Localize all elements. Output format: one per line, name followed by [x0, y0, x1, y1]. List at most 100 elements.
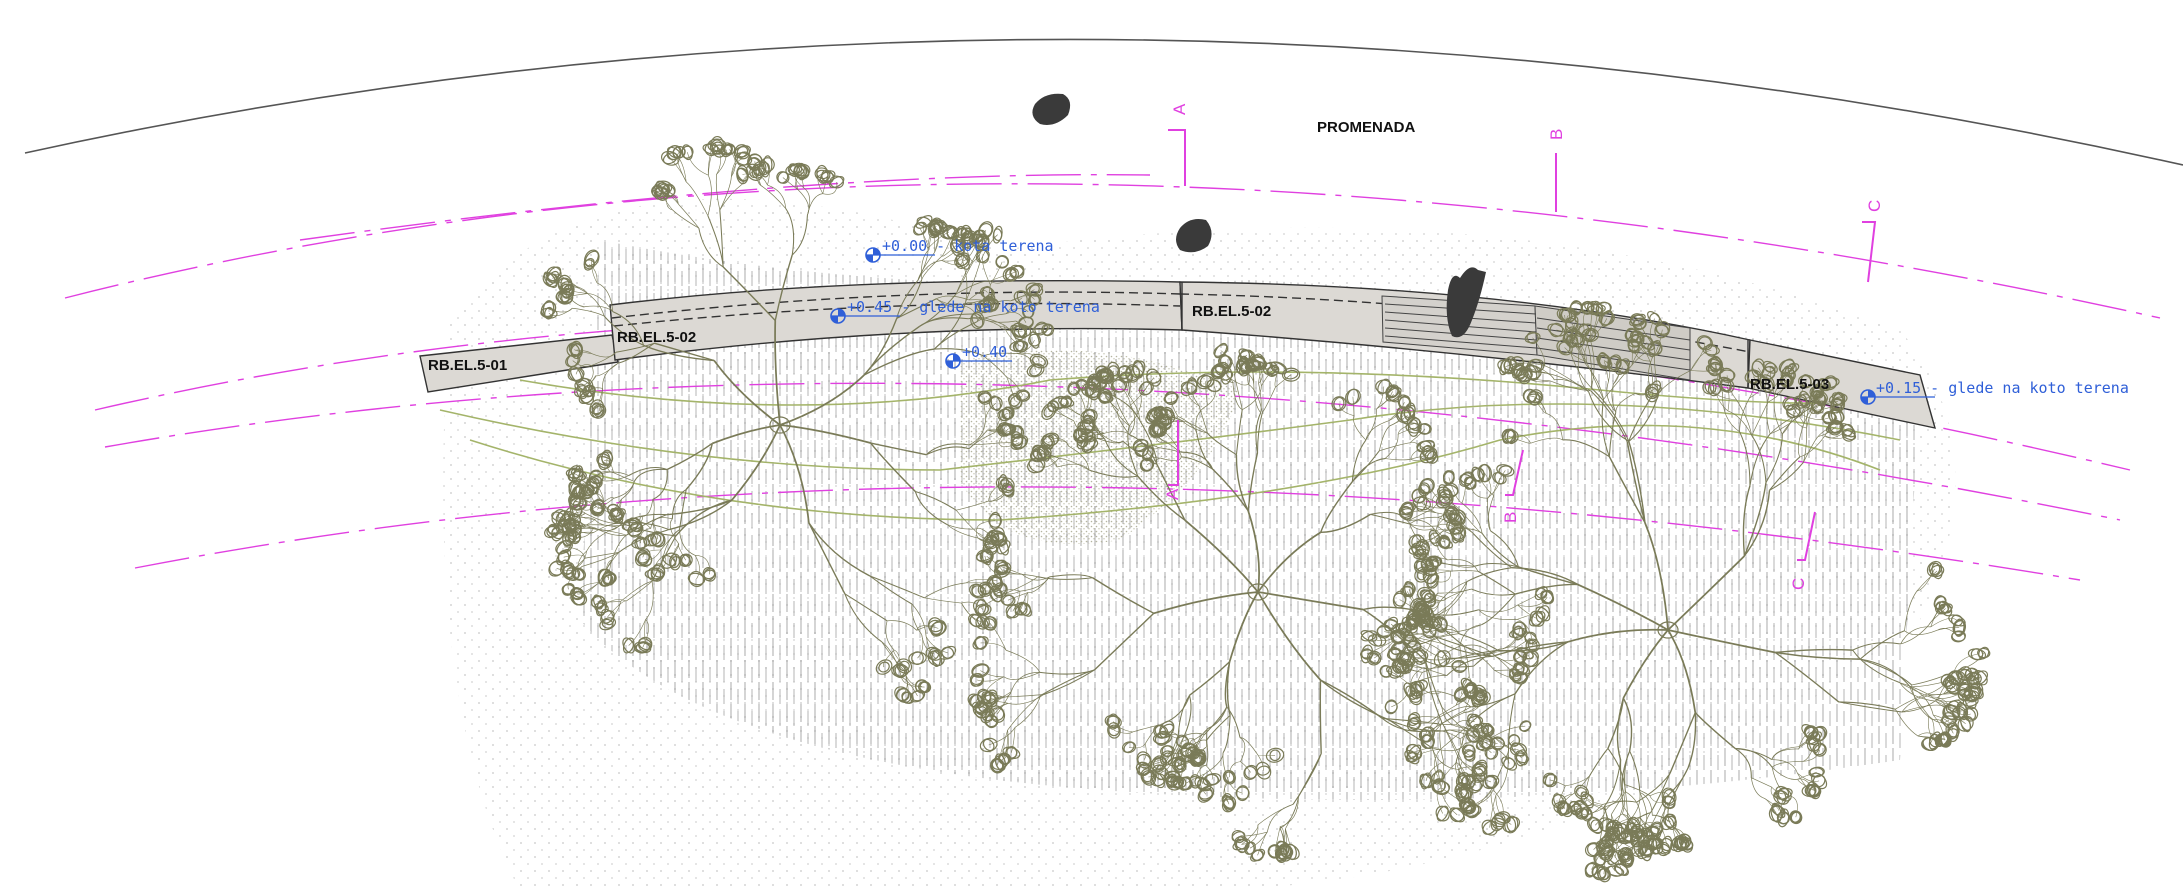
tree-branch	[1598, 845, 1616, 872]
tree-branch	[1104, 438, 1139, 477]
tree-branch	[1487, 498, 1491, 531]
leaf-cluster	[1559, 802, 1571, 816]
tree-branch	[1495, 656, 1521, 662]
tree-branch	[1285, 828, 1287, 851]
tree-branch	[914, 491, 948, 525]
tree-branch	[1771, 766, 1798, 780]
leaf-cluster	[976, 248, 990, 264]
tree-branch	[961, 601, 984, 611]
tree-branch	[1457, 755, 1481, 771]
leaf-cluster	[1156, 414, 1173, 430]
tree-branch	[1427, 557, 1448, 566]
tree-branch	[1389, 402, 1405, 421]
tree-branch	[652, 469, 668, 500]
tree-branch	[1407, 657, 1427, 660]
leaf-cluster	[1957, 669, 1972, 681]
leaf-cluster	[1480, 722, 1494, 736]
tree-branch	[1562, 439, 1610, 458]
tree-branch	[1162, 416, 1184, 422]
tree-branch	[598, 388, 603, 412]
leaf-cluster	[993, 561, 1012, 578]
tree-branch	[1910, 686, 1934, 716]
tree-branch	[976, 527, 994, 538]
leaf-cluster	[1702, 380, 1717, 395]
leaf-cluster	[1173, 776, 1184, 788]
leaf-cluster	[572, 568, 585, 581]
tree-branch	[666, 442, 713, 471]
tree-branch	[1232, 382, 1243, 411]
tree-branch	[1603, 760, 1622, 808]
tree-branch	[1421, 592, 1438, 609]
tree-branch	[550, 279, 579, 289]
tree-branch	[1932, 719, 1954, 734]
tree-branch	[1102, 374, 1116, 398]
tree-branch	[1493, 736, 1519, 751]
tree-branch	[1929, 719, 1935, 745]
tree-branch	[1068, 445, 1089, 470]
leaf-cluster	[796, 165, 808, 177]
alignment-lines	[64, 173, 2161, 581]
tree-branch	[1429, 630, 1451, 637]
tree-branch	[1622, 697, 1633, 752]
tree-branch	[990, 261, 1003, 285]
tree-branch	[1049, 574, 1093, 579]
leaf-cluster	[1269, 749, 1281, 762]
leaf-cluster	[593, 405, 605, 418]
tree-branch	[1953, 653, 1978, 673]
tree-branch	[1319, 679, 1322, 754]
leaf-cluster	[558, 277, 572, 291]
section-marker-icon	[1168, 129, 1877, 561]
leaf-cluster	[1366, 650, 1382, 666]
leaf-cluster	[821, 169, 834, 184]
leaf-cluster	[1002, 746, 1021, 760]
leaf-cluster	[1402, 583, 1416, 596]
leaf-cluster	[1409, 683, 1423, 697]
tree-branch	[1455, 649, 1498, 659]
leaf-cluster	[1049, 397, 1069, 409]
leaf-cluster	[1508, 627, 1528, 639]
leaf-cluster	[596, 456, 612, 466]
tree-branch	[1008, 694, 1045, 705]
leaf-cluster	[1508, 668, 1522, 682]
leaf-cluster	[1141, 446, 1154, 461]
leaf-cluster	[567, 521, 582, 541]
tree-branch	[1378, 425, 1390, 451]
tree-branch	[1257, 531, 1322, 593]
tree-branch	[1667, 555, 1746, 631]
tree-branch	[599, 552, 620, 583]
tree-branch	[1137, 475, 1186, 521]
tree-branch	[1530, 437, 1563, 444]
tree-branch	[707, 149, 712, 176]
tree-branch	[1579, 329, 1587, 362]
leaf-cluster	[1963, 685, 1981, 701]
tree-branch	[1549, 779, 1566, 787]
tree-branch	[1571, 340, 1586, 364]
tree-branch	[1200, 773, 1207, 795]
tree-branch	[1507, 693, 1516, 752]
tree-branch	[1633, 345, 1650, 362]
leaf-cluster	[1276, 841, 1290, 855]
tree-branch	[1904, 591, 1918, 631]
tree-branch	[1460, 510, 1483, 534]
stipple-area	[960, 350, 1240, 544]
leaf-cluster	[1544, 772, 1556, 788]
wall-label-rb-el-5-01: RB.EL.5-01	[428, 357, 507, 374]
leaf-cluster	[1005, 745, 1018, 760]
tree-branch	[870, 442, 927, 456]
leaf-cluster	[1524, 631, 1537, 645]
leaf-cluster	[1403, 402, 1416, 421]
tree-branch	[685, 181, 709, 216]
tree-branch	[925, 443, 969, 456]
tree-branch	[927, 231, 950, 249]
leaf-cluster	[1132, 439, 1149, 452]
leaf-cluster	[1409, 681, 1423, 699]
tree-branch	[1769, 414, 1802, 435]
leaf-cluster	[996, 540, 1011, 555]
tree-branch	[1464, 729, 1488, 744]
leaf-cluster	[1419, 450, 1438, 461]
tree-branch	[968, 316, 1004, 326]
tree-branch	[644, 549, 662, 561]
leaf-cluster	[1432, 616, 1448, 632]
leaf-cluster	[628, 521, 643, 538]
tree-branch	[1429, 629, 1460, 634]
